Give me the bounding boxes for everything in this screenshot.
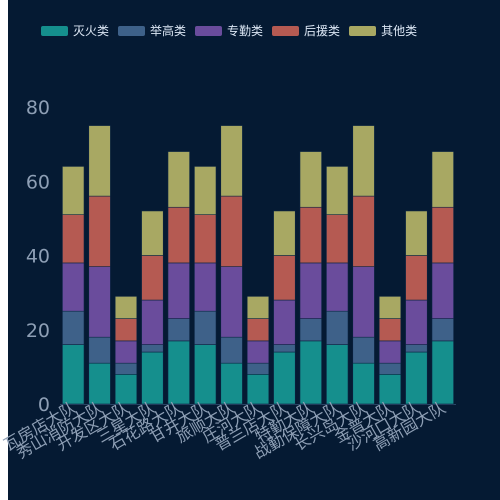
bar-segment[interactable] — [273, 299, 296, 345]
bar-segment[interactable] — [246, 296, 270, 319]
bar-segment[interactable] — [194, 310, 217, 345]
bar-segment[interactable] — [273, 344, 296, 353]
bar-segment[interactable] — [114, 296, 138, 319]
bar-segment[interactable] — [194, 214, 217, 264]
y-tick-label: 80 — [26, 97, 50, 119]
bar-segment[interactable] — [88, 195, 111, 267]
bar-segment[interactable] — [220, 125, 243, 197]
bar-segment[interactable] — [405, 344, 428, 353]
bar-segment[interactable] — [62, 166, 85, 215]
bar-segment[interactable] — [299, 318, 322, 342]
legend-swatch — [195, 25, 223, 36]
bar-segment[interactable] — [378, 296, 402, 319]
bar-segment[interactable] — [246, 362, 270, 375]
legend-label: 后援类 — [304, 24, 341, 38]
legend-item[interactable]: 其他类 — [349, 22, 417, 39]
bar-segment[interactable] — [62, 262, 85, 312]
bar-segment[interactable] — [431, 318, 454, 342]
bar-segment[interactable] — [326, 262, 349, 312]
bar-segment[interactable] — [62, 310, 85, 345]
bar-segment[interactable] — [62, 344, 85, 405]
bar-segment[interactable] — [141, 210, 164, 256]
bar-segment[interactable] — [114, 340, 138, 364]
bar-segment[interactable] — [167, 340, 190, 405]
bar-segment[interactable] — [167, 206, 190, 264]
bar-segment[interactable] — [114, 362, 138, 375]
bar-segment[interactable] — [167, 262, 190, 319]
bar-segment[interactable] — [246, 318, 270, 342]
bar-segment[interactable] — [352, 266, 375, 338]
legend-swatch — [41, 25, 68, 36]
bar-segment[interactable] — [378, 318, 402, 342]
bar-segment[interactable] — [114, 318, 138, 342]
legend-item[interactable]: 专勤类 — [195, 22, 263, 39]
bar-segment[interactable] — [62, 214, 85, 264]
bar-segment[interactable] — [378, 340, 402, 364]
bar-segment[interactable] — [431, 151, 454, 208]
chart-legend: 灭火类 举高类 专勤类 后援类 其他类 — [41, 22, 417, 39]
bar-segment[interactable] — [220, 195, 243, 267]
bar-segment[interactable] — [326, 166, 349, 215]
bar-segment[interactable] — [352, 125, 375, 197]
bar-segment[interactable] — [431, 262, 454, 319]
bar-segment[interactable] — [246, 340, 270, 364]
bar-segment[interactable] — [220, 266, 243, 338]
legend-swatch — [349, 25, 377, 36]
bar-segment[interactable] — [299, 206, 322, 264]
legend-item[interactable]: 举高类 — [118, 22, 186, 39]
bar-segment[interactable] — [326, 214, 349, 264]
legend-swatch — [118, 25, 146, 36]
bar-segment[interactable] — [194, 166, 217, 215]
bar-segment[interactable] — [194, 344, 217, 405]
bar-segment[interactable] — [141, 344, 164, 353]
y-tick-label: 0 — [38, 394, 50, 416]
bar-segment[interactable] — [299, 340, 322, 405]
bar-segment[interactable] — [273, 351, 296, 405]
bar-segment[interactable] — [405, 210, 428, 256]
bar-segment[interactable] — [405, 299, 428, 345]
bar-segment[interactable] — [141, 255, 164, 301]
legend-label: 专勤类 — [227, 24, 264, 38]
bar-segment[interactable] — [326, 344, 349, 405]
bar-segment[interactable] — [431, 340, 454, 405]
bar-segment[interactable] — [299, 151, 322, 208]
bar-segment[interactable] — [405, 351, 428, 405]
y-tick-label: 40 — [26, 246, 50, 268]
legend-item[interactable]: 灭火类 — [41, 22, 109, 39]
bar-segment[interactable] — [141, 299, 164, 345]
bar-segment[interactable] — [352, 195, 375, 267]
bar-segment[interactable] — [378, 362, 402, 375]
bar-segment[interactable] — [220, 336, 243, 364]
bar-segment[interactable] — [194, 262, 217, 312]
legend-label: 举高类 — [150, 24, 187, 38]
bar-segment[interactable] — [299, 262, 322, 319]
bar-segment[interactable] — [431, 206, 454, 264]
bar-segment[interactable] — [352, 362, 375, 405]
bar-segment[interactable] — [88, 362, 111, 405]
legend-item[interactable]: 后援类 — [272, 22, 340, 39]
bar-segment[interactable] — [167, 318, 190, 342]
legend-label: 灭火类 — [73, 24, 110, 38]
y-tick-label: 20 — [26, 320, 50, 342]
bar-segment[interactable] — [88, 125, 111, 197]
legend-label: 其他类 — [381, 24, 418, 38]
bar-segment[interactable] — [352, 336, 375, 364]
bar-segment[interactable] — [273, 255, 296, 301]
bar-segment[interactable] — [88, 266, 111, 338]
bar-segment[interactable] — [141, 351, 164, 405]
bar-segment[interactable] — [405, 255, 428, 301]
y-tick-label: 60 — [26, 171, 50, 193]
bar-segment[interactable] — [273, 210, 296, 256]
bar-segment[interactable] — [326, 310, 349, 345]
legend-swatch — [272, 25, 300, 36]
bar-segment[interactable] — [167, 151, 190, 208]
bar-segment[interactable] — [88, 336, 111, 364]
bar-segment[interactable] — [220, 362, 243, 405]
